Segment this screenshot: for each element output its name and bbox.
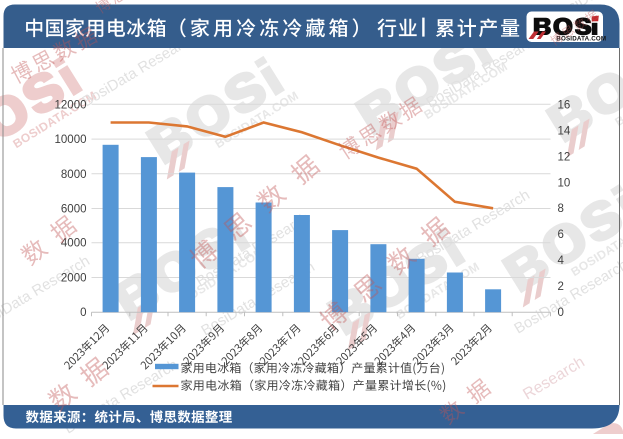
svg-text:4000: 4000: [61, 238, 87, 250]
svg-text:4: 4: [558, 255, 565, 267]
svg-text:2: 2: [558, 281, 564, 293]
svg-text:12: 12: [558, 151, 571, 163]
svg-text:10: 10: [558, 177, 571, 189]
svg-text:0: 0: [558, 307, 564, 319]
svg-text:14: 14: [558, 125, 571, 137]
svg-text:12000: 12000: [55, 99, 87, 111]
svg-text:2000: 2000: [61, 273, 87, 285]
svg-text:0: 0: [80, 307, 86, 319]
svg-text:16: 16: [558, 99, 571, 111]
svg-text:6: 6: [558, 229, 564, 241]
svg-text:8000: 8000: [61, 169, 87, 181]
svg-text:8: 8: [558, 203, 564, 215]
svg-text:10000: 10000: [55, 134, 87, 146]
svg-text:BOSIDATA.COM: BOSIDATA.COM: [556, 35, 606, 42]
svg-text:6000: 6000: [61, 204, 87, 216]
